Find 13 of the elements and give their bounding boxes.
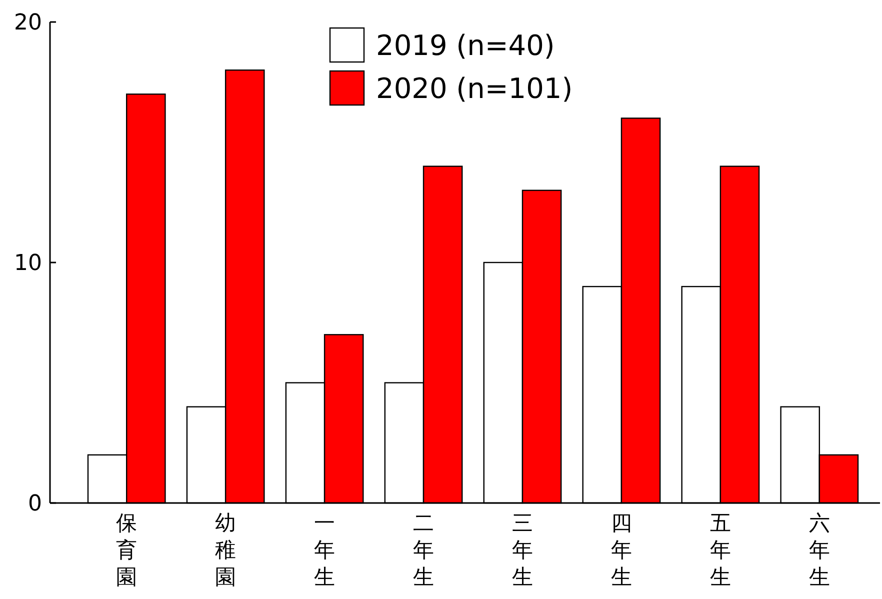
- x-tick-label: 保育園: [116, 511, 138, 589]
- x-tick-label: 三年生: [512, 511, 533, 589]
- x-tick-label: 一年生: [314, 511, 336, 589]
- x-tick-label: 四年生: [610, 511, 632, 589]
- x-tick-label: 五年生: [710, 511, 731, 589]
- y-tick-label: 10: [14, 251, 42, 276]
- y-tick-label: 0: [28, 492, 42, 517]
- legend-label: 2019 (n=40): [376, 28, 555, 62]
- x-tick-label: 二年生: [413, 511, 434, 589]
- y-tick-label: 20: [14, 10, 42, 36]
- x-tick-label: 六年生: [808, 511, 830, 589]
- legend-label: 2020 (n=101): [376, 72, 573, 105]
- x-tick-label: 幼稚園: [215, 511, 236, 589]
